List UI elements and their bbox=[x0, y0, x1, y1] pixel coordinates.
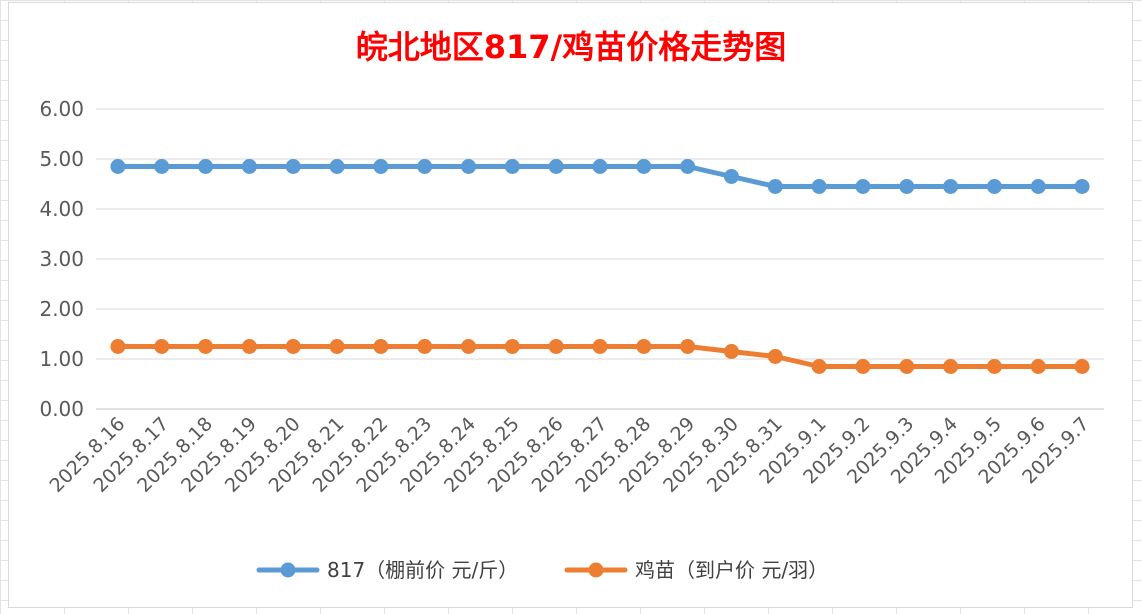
data-point bbox=[592, 159, 608, 174]
data-point bbox=[548, 159, 564, 174]
data-point bbox=[285, 339, 301, 354]
data-point bbox=[943, 179, 959, 194]
data-point bbox=[636, 339, 652, 354]
legend: 817（棚前价 元/斤） 鸡苗（到户价 元/羽） bbox=[256, 558, 828, 582]
data-point bbox=[943, 359, 959, 374]
data-point bbox=[723, 344, 739, 359]
y-tick-label: 2.00 bbox=[39, 297, 84, 321]
data-point bbox=[1074, 179, 1090, 194]
chart-area: 皖北地区817/鸡苗价格走势图 0.00 1.00 2.00 3.00 4.00 5.00… bbox=[8, 2, 1133, 608]
y-tick-label: 4.00 bbox=[39, 197, 84, 221]
legend-marker bbox=[280, 562, 296, 578]
data-point bbox=[110, 159, 126, 174]
data-point bbox=[417, 159, 433, 174]
data-point bbox=[855, 359, 871, 374]
legend-marker bbox=[588, 562, 604, 578]
data-point bbox=[899, 359, 915, 374]
data-point bbox=[285, 159, 301, 174]
line-chart: 皖北地区817/鸡苗价格走势图 0.00 1.00 2.00 3.00 4.00 5.00… bbox=[39, 28, 1104, 582]
data-point bbox=[1030, 359, 1046, 374]
data-point bbox=[811, 359, 827, 374]
chart-title: 皖北地区817/鸡苗价格走势图 bbox=[356, 28, 787, 66]
y-tick-label: 1.00 bbox=[39, 347, 84, 371]
data-point bbox=[198, 159, 214, 174]
data-point bbox=[680, 339, 696, 354]
data-point bbox=[548, 339, 564, 354]
data-point bbox=[811, 179, 827, 194]
y-tick-label: 5.00 bbox=[39, 147, 84, 171]
legend-label: 817（棚前价 元/斤） bbox=[327, 558, 518, 582]
data-point bbox=[110, 339, 126, 354]
data-point bbox=[680, 159, 696, 174]
data-point bbox=[373, 159, 389, 174]
data-point bbox=[767, 349, 783, 364]
series-group bbox=[110, 159, 1090, 374]
x-axis: 2025.8.162025.8.172025.8.182025.8.192025… bbox=[46, 413, 1094, 497]
data-point bbox=[636, 159, 652, 174]
data-point bbox=[504, 339, 520, 354]
data-point bbox=[899, 179, 915, 194]
data-point bbox=[504, 159, 520, 174]
data-point bbox=[461, 339, 477, 354]
data-point bbox=[154, 339, 170, 354]
data-point bbox=[241, 159, 257, 174]
data-point bbox=[329, 339, 345, 354]
data-point bbox=[241, 339, 257, 354]
data-point bbox=[329, 159, 345, 174]
y-tick-label: 3.00 bbox=[39, 247, 84, 271]
data-point bbox=[986, 179, 1002, 194]
y-tick-label: 0.00 bbox=[39, 397, 84, 421]
data-point bbox=[986, 359, 1002, 374]
data-point bbox=[154, 159, 170, 174]
y-axis: 0.00 1.00 2.00 3.00 4.00 5.00 6.00 bbox=[39, 97, 84, 421]
data-point bbox=[198, 339, 214, 354]
data-point bbox=[767, 179, 783, 194]
y-tick-label: 6.00 bbox=[39, 97, 84, 121]
data-point bbox=[1074, 359, 1090, 374]
data-point bbox=[1030, 179, 1046, 194]
data-point bbox=[461, 159, 477, 174]
legend-label: 鸡苗（到户价 元/羽） bbox=[635, 558, 828, 582]
data-point bbox=[592, 339, 608, 354]
data-point bbox=[373, 339, 389, 354]
data-point bbox=[723, 169, 739, 184]
data-point bbox=[855, 179, 871, 194]
data-point bbox=[417, 339, 433, 354]
